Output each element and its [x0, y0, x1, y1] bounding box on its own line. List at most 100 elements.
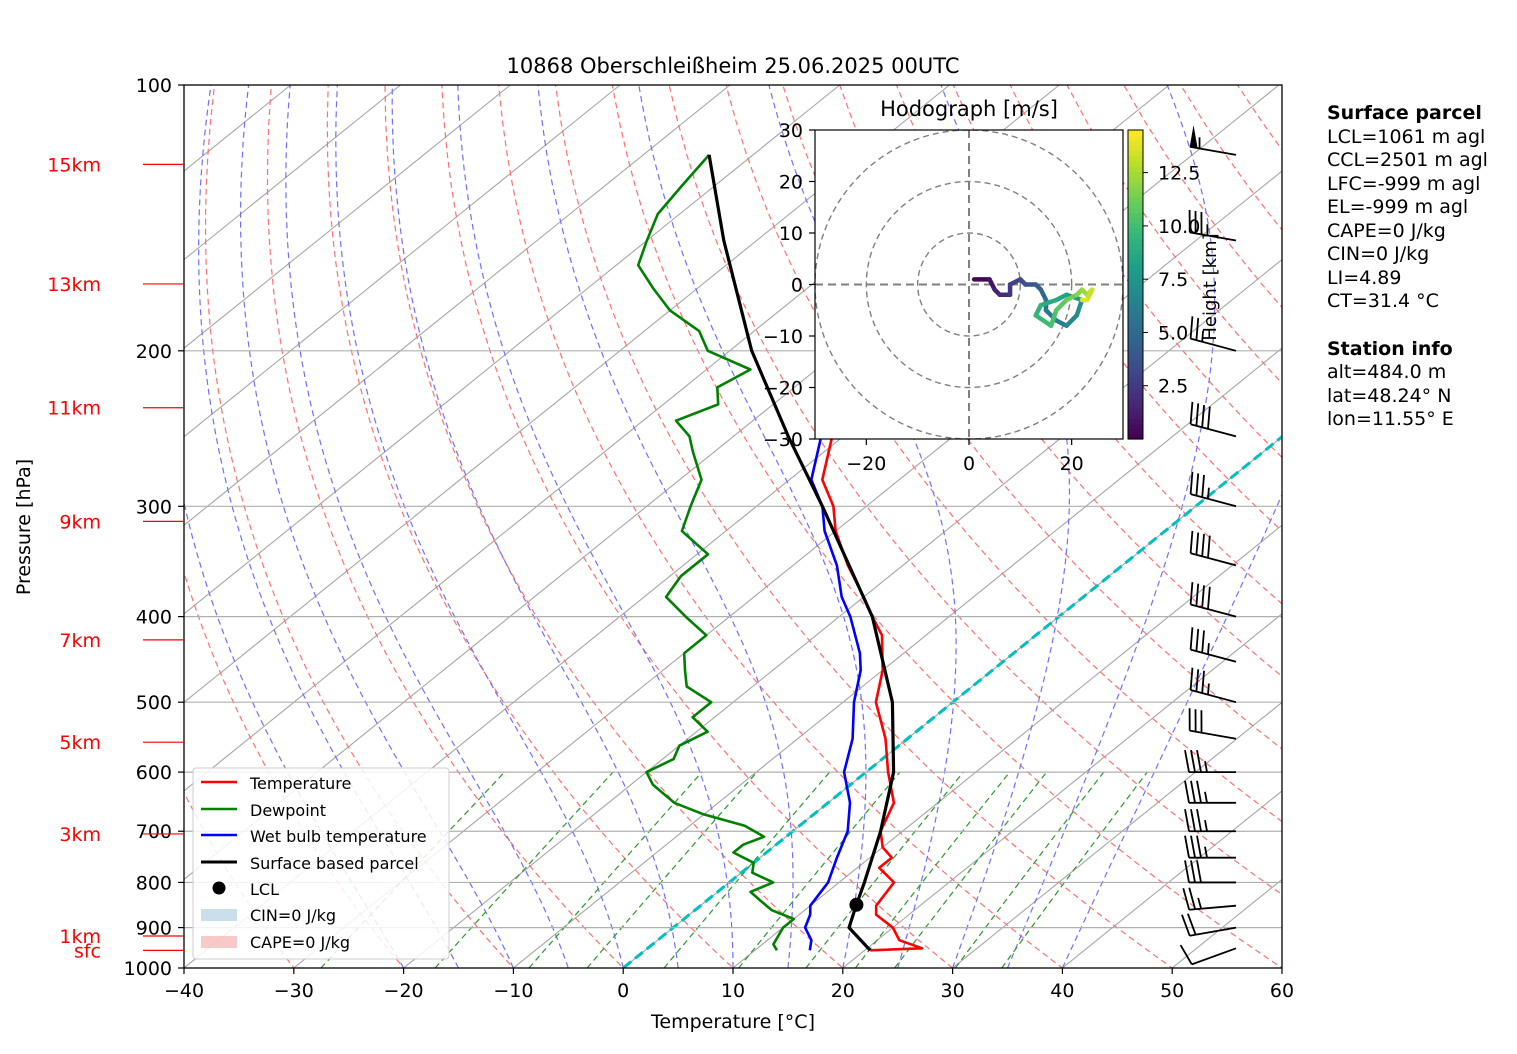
wind-barb — [1189, 530, 1237, 567]
series-dewpoint — [636, 154, 796, 951]
y-tick-label: 1000 — [124, 958, 172, 980]
legend-label: LCL — [250, 880, 279, 899]
hodograph-segment — [1064, 313, 1080, 328]
hodograph-segment — [1048, 308, 1059, 328]
wind-barb — [1189, 667, 1237, 704]
lcl-marker — [849, 897, 864, 912]
legend-swatch-cape — [201, 936, 237, 948]
x-tick-label: 30 — [941, 980, 965, 1002]
colorbar-tick: 7.5 — [1158, 269, 1188, 291]
wind-barb — [1189, 471, 1237, 508]
y-tick-label: 800 — [136, 872, 172, 894]
thermo-guide-lines — [184, 85, 1282, 968]
height-label: 5km — [59, 732, 101, 754]
y-tick-label: 100 — [136, 75, 172, 97]
wind-barb — [1189, 582, 1237, 618]
colorbar-tick: 2.5 — [1158, 376, 1188, 398]
x-tick-label: 50 — [1160, 980, 1184, 1002]
hodo-y-tick: −10 — [763, 326, 803, 348]
wind-barb — [1184, 809, 1236, 833]
hodograph-title: Hodograph [m/s] — [880, 97, 1058, 121]
hodograph-segment — [1074, 297, 1085, 318]
x-tick-label: 20 — [831, 980, 855, 1002]
height-label: 11km — [47, 398, 101, 420]
parcel-line: LFC=-999 m agl — [1327, 172, 1481, 195]
colorbar-tick: 12.5 — [1158, 163, 1200, 185]
wind-barb — [1179, 944, 1237, 966]
wind-barb — [1189, 627, 1237, 663]
colorbar-label: Height [km] — [1200, 233, 1221, 340]
wind-barb — [1184, 835, 1236, 859]
x-tick-label: −40 — [164, 980, 204, 1002]
legend-label: Wet bulb temperature — [250, 827, 427, 846]
hodo-y-tick: −30 — [763, 429, 803, 451]
x-axis: −40 −30 −20 −10 0 10 20 30 40 50 60 — [164, 968, 1294, 1002]
parcel-line: CCL=2501 m agl — [1327, 149, 1488, 171]
x-tick-label: 10 — [721, 980, 745, 1002]
parcel-line: CAPE=0 J/kg — [1327, 219, 1446, 242]
colorbar-tick: 10.0 — [1158, 216, 1200, 238]
y-tick-label: 900 — [136, 918, 172, 940]
colorbar-tick: 5.0 — [1158, 322, 1188, 344]
height-label: sfc — [74, 940, 101, 962]
legend-swatch-cin — [201, 909, 237, 921]
y-tick-label: 700 — [136, 821, 172, 843]
info-panel: Surface parcel LCL=1061 m agl CCL=2501 m… — [1327, 102, 1488, 432]
height-label: 7km — [59, 630, 101, 652]
hodograph-trace — [971, 277, 1095, 328]
hodo-y-tick: −20 — [763, 378, 803, 400]
y-axis: 100 200 300 400 500 600 700 800 900 1000 — [124, 75, 184, 980]
x-tick-label: −10 — [493, 980, 533, 1002]
legend-label: CAPE=0 J/kg — [250, 933, 350, 952]
hodograph: Hodograph [m/s] −20 0 20 30 20 10 0 −10 −20 −30 2… — [763, 97, 1221, 475]
parcel-header: Surface parcel — [1327, 102, 1482, 124]
station-line: lat=48.24° N — [1327, 384, 1452, 407]
y-tick-label: 300 — [136, 496, 172, 518]
hodograph-segment — [1038, 297, 1059, 308]
x-tick-label: 0 — [617, 980, 629, 1002]
parcel-line: LI=4.89 — [1327, 266, 1402, 289]
x-tick-label: −20 — [384, 980, 424, 1002]
height-label: 3km — [59, 824, 101, 846]
station-line: alt=484.0 m — [1327, 361, 1447, 383]
station-line: lon=11.55° E — [1327, 408, 1454, 430]
wind-barb — [1182, 887, 1237, 911]
y-tick-label: 500 — [136, 692, 172, 714]
hodograph-colorbar: 2.5 5.0 7.5 10.0 12.5 — [1127, 129, 1200, 440]
station-header: Station info — [1327, 337, 1453, 360]
x-axis-label: Temperature [°C] — [650, 1011, 815, 1033]
legend-swatch-lcl — [212, 881, 226, 895]
parcel-line: CT=31.4 °C — [1327, 290, 1439, 312]
legend-label: Surface based parcel — [250, 854, 419, 873]
hodo-x-tick: −20 — [846, 453, 886, 475]
hodo-x-tick: 0 — [963, 453, 975, 475]
wind-barb — [1184, 749, 1236, 774]
height-label: 1km — [59, 926, 101, 948]
height-label: 15km — [47, 154, 101, 176]
hodograph-segment — [1054, 297, 1069, 313]
wind-barb — [1188, 209, 1237, 242]
hodograph-segment — [1033, 313, 1054, 328]
chart-title: 10868 Oberschleißheim 25.06.2025 00UTC — [507, 54, 960, 78]
legend-label: Temperature — [249, 774, 351, 793]
wind-barb — [1184, 860, 1236, 884]
legend: Temperature Dewpoint Wet bulb temperatur… — [192, 767, 450, 960]
wind-barb — [1189, 316, 1237, 352]
hodo-y-tick: 20 — [779, 172, 803, 194]
wind-barb — [1189, 125, 1237, 156]
wind-barb — [1184, 780, 1236, 804]
x-tick-label: −30 — [274, 980, 314, 1002]
wind-barb — [1181, 913, 1237, 937]
y-tick-label: 400 — [136, 607, 172, 629]
wind-barbs — [1179, 125, 1237, 966]
legend-label: CIN=0 J/kg — [250, 906, 336, 925]
hodo-y-tick: 10 — [779, 223, 803, 245]
height-label: 9km — [59, 511, 101, 533]
wind-barb — [1189, 401, 1237, 438]
hodo-y-tick: 30 — [779, 120, 803, 142]
y-tick-label: 200 — [136, 341, 172, 363]
y-tick-label: 600 — [136, 762, 172, 784]
x-tick-label: 60 — [1270, 980, 1294, 1002]
